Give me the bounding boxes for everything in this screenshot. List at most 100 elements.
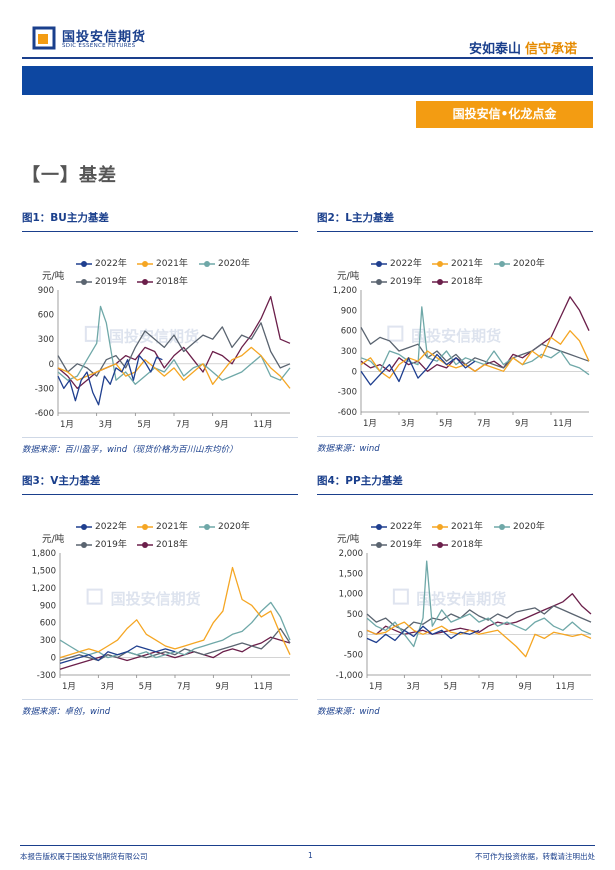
slogan-part-a: 安如泰山: [468, 42, 521, 57]
figure-title-rule: [22, 494, 298, 495]
figure-title: 图1：BU主力基差: [22, 212, 109, 224]
x-tick-label: 3月: [401, 419, 415, 429]
series-line-2022: [59, 645, 176, 665]
legend-label: 2022年: [95, 259, 127, 269]
watermark-logo-icon: [84, 325, 101, 342]
chart: 国投安信期货 1,800 1,500 1,200 900 600 300 0 -300 1月 3月 5…: [32, 549, 291, 692]
figure-title-rule: [317, 494, 593, 495]
y-tick-label: 600: [38, 311, 54, 321]
legend-marker-icon: [137, 278, 153, 285]
column-tag: 国投安信•化龙点金: [416, 101, 593, 128]
y-tick-label: 600: [341, 327, 357, 337]
series-line-2020: [366, 560, 592, 648]
y-tick-label: 1,500: [339, 569, 363, 579]
legend-item-2020: 2020年: [199, 256, 250, 269]
x-tick-label: 5月: [444, 682, 458, 692]
legend-item-2022: 2022年: [371, 519, 422, 532]
legend-label: 2019年: [95, 277, 127, 287]
legend-label: 2022年: [95, 522, 127, 532]
figure-source-rule: [22, 437, 298, 438]
header-banner: [22, 66, 593, 95]
legend-label: 2018年: [451, 540, 483, 550]
legend-marker-icon: [432, 278, 448, 285]
x-tick-label: 7月: [176, 420, 190, 430]
y-tick-label: -300: [338, 388, 357, 398]
series-line-2021: [360, 330, 590, 379]
y-tick-label: 300: [40, 636, 56, 646]
y-axis-label: 元/吨: [42, 534, 65, 545]
slogan-part-b: 信守承诺: [524, 42, 577, 57]
footer-copyright: 本报告版权属于国投安信期货有限公司: [20, 852, 148, 861]
figure-source-rule: [22, 699, 298, 700]
footer-disclaimer: 不可作为投资依据，转载请注明出处: [475, 852, 595, 861]
legend-label: 2019年: [95, 540, 127, 550]
figure-source-rule: [317, 699, 593, 700]
legend-label: 2018年: [156, 277, 188, 287]
legend-item-2021: 2021年: [137, 256, 188, 269]
x-tick-label: 1月: [363, 419, 377, 429]
legend-item-2020: 2020年: [494, 256, 545, 269]
slogan: 安如泰山 信守承诺: [469, 38, 577, 57]
watermark-text: 国投安信期货: [111, 590, 201, 608]
watermark-logo-icon: [86, 588, 103, 605]
legend-label: 2019年: [390, 540, 422, 550]
header-divider: [22, 57, 593, 59]
series-line-2020: [57, 305, 291, 385]
y-tick-label: 0: [51, 654, 56, 664]
legend-label: 2018年: [451, 277, 483, 287]
series-line-2022: [57, 354, 163, 406]
watermark-text: 国投安信期货: [411, 327, 501, 345]
legend-label: 2022年: [390, 259, 422, 269]
y-tick-label: 1,000: [339, 590, 363, 600]
legend-marker-icon: [494, 523, 510, 530]
watermark-text: 国投安信期货: [416, 590, 506, 608]
legend-item-2021: 2021年: [432, 519, 483, 532]
y-tick-label: 900: [38, 286, 54, 296]
y-tick-label: 0: [358, 630, 363, 640]
legend-item-2019: 2019年: [371, 274, 422, 287]
legend-marker-icon: [199, 260, 215, 267]
legend-item-2018: 2018年: [137, 537, 188, 550]
y-tick-label: 600: [40, 619, 56, 629]
legend-item-2022: 2022年: [371, 256, 422, 269]
figure-title: 图2：L主力基差: [317, 212, 394, 224]
y-axis-label: 元/吨: [337, 271, 360, 282]
series-line-2022: [366, 625, 480, 644]
legend-marker-icon: [494, 260, 510, 267]
figure-source: 数据来源：wind: [317, 444, 380, 454]
series-line-2021: [57, 346, 291, 389]
x-tick-label: 11月: [253, 420, 272, 430]
legend-label: 2021年: [451, 522, 483, 532]
legend-label: 2020年: [218, 522, 250, 532]
figure-title: 图3：V主力基差: [22, 475, 101, 487]
legend-marker-icon: [76, 278, 92, 285]
legend-marker-icon: [137, 260, 153, 267]
legend-marker-icon: [432, 523, 448, 530]
y-tick-label: 1,500: [32, 566, 56, 576]
x-tick-label: 5月: [137, 420, 151, 430]
legend-label: 2020年: [513, 259, 545, 269]
x-tick-label: 3月: [99, 420, 113, 430]
company-logo-icon: [32, 26, 56, 50]
legend-item-2020: 2020年: [494, 519, 545, 532]
y-tick-label: -1,000: [336, 671, 363, 681]
x-tick-label: 3月: [406, 682, 420, 692]
y-tick-label: 0: [49, 360, 54, 370]
legend-marker-icon: [371, 278, 387, 285]
y-tick-label: 1,800: [32, 549, 56, 559]
y-tick-label: 1,200: [333, 286, 357, 296]
legend-item-2022: 2022年: [76, 519, 127, 532]
y-tick-label: 900: [341, 306, 357, 316]
x-tick-label: 9月: [518, 682, 532, 692]
y-tick-label: -600: [35, 409, 54, 419]
y-tick-label: 300: [341, 347, 357, 357]
x-tick-label: 9月: [215, 420, 229, 430]
series-line-2019: [360, 326, 590, 369]
y-tick-label: -300: [35, 384, 54, 394]
legend-item-2022: 2022年: [76, 256, 127, 269]
series-line-2019: [366, 605, 592, 631]
legend-label: 2021年: [156, 522, 188, 532]
legend-item-2018: 2018年: [137, 274, 188, 287]
x-tick-label: 11月: [553, 419, 572, 429]
legend-marker-icon: [137, 523, 153, 530]
